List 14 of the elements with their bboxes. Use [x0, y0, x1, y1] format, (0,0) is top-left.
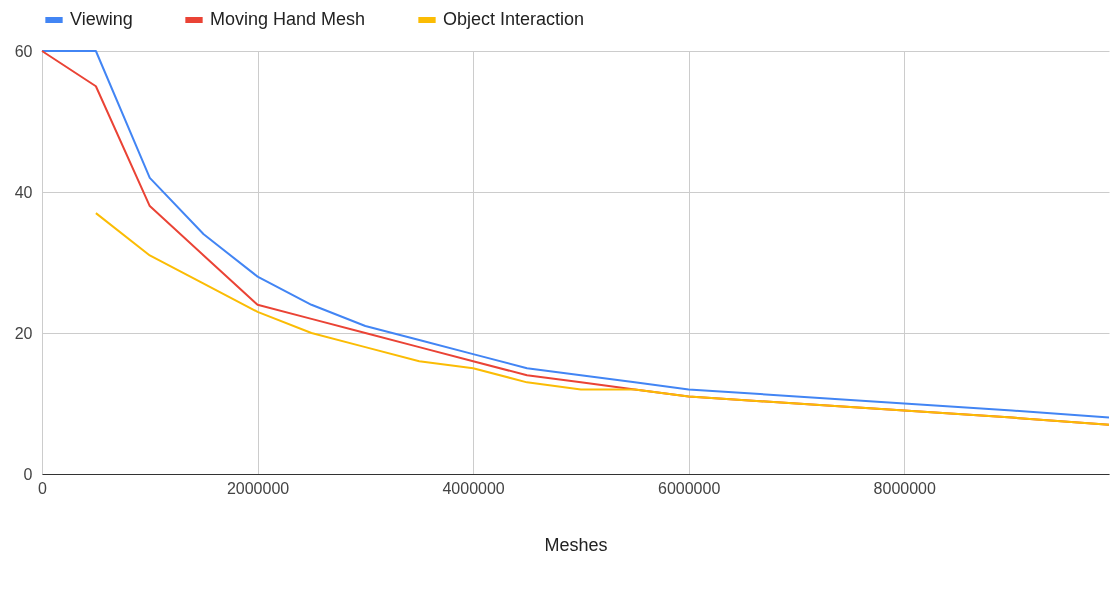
x-tick-label: 8000000 — [873, 479, 936, 497]
line-series — [94, 212, 1110, 426]
y-tick-label: 0 — [23, 465, 33, 483]
legend-label: Moving Hand Mesh — [210, 9, 366, 29]
x-tick-label: 4000000 — [442, 479, 505, 497]
y-tick-label: 40 — [14, 183, 33, 201]
y-tick-label: 20 — [14, 324, 33, 342]
y-tick-label: 60 — [14, 42, 33, 60]
x-tick-label: 6000000 — [658, 479, 721, 497]
legend-label: Object Interaction — [443, 9, 585, 29]
x-axis-title: Meshes — [544, 534, 608, 555]
legend-label: Viewing — [70, 9, 133, 29]
x-tick-label: 2000000 — [226, 479, 290, 497]
x-tick-label: 0 — [38, 479, 48, 497]
